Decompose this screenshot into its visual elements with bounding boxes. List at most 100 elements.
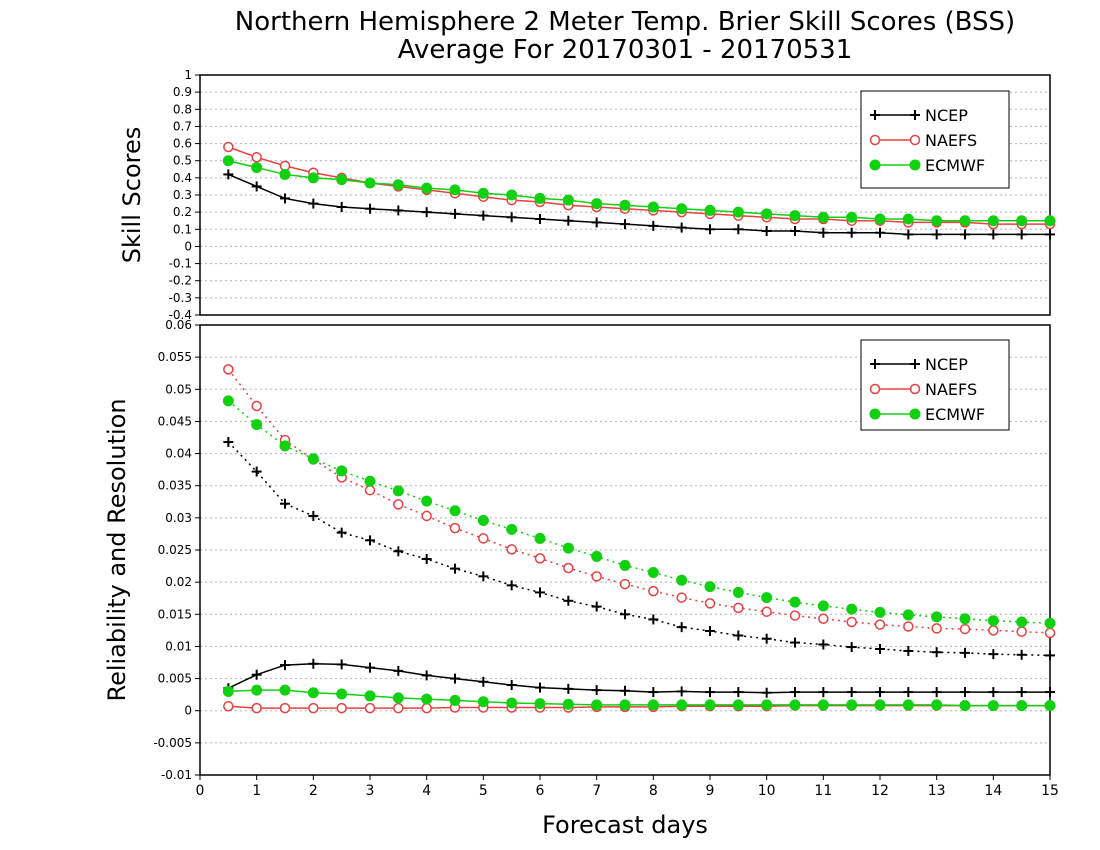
series-ncep-reliability-point [620,685,630,696]
series-naefs-resolution-point [449,522,461,534]
y-tick-label: 0.035 [158,479,192,493]
legend-marker [870,359,880,369]
series-ecmwf-resolution-point [959,613,971,625]
legend-label: NAEFS [925,131,977,150]
series-naefs-resolution [223,364,1056,639]
series-ncep-reliability-point [790,687,800,698]
series-ncep-resolution-point [705,626,715,636]
series-ecmwf-reliability-point [251,684,263,696]
series-ecmwf-reliability-point [336,688,348,700]
legend-marker [869,159,881,171]
series-naefs-resolution-point [1044,627,1056,639]
series-ecmwf-resolution-point [307,453,319,465]
y-tick-label: 0.01 [165,639,192,653]
series-ecmwf-reliability-point [534,698,546,710]
series-naefs-resolution-point [251,400,262,412]
series-ncep-point [450,208,460,219]
series-ecmwf-reliability-point [647,699,659,711]
series-ncep-reliability-point [336,659,347,670]
series-naefs-reliability-point [336,702,347,714]
series-ncep-reliability-point [903,687,914,698]
series-ncep-resolution-point [591,601,602,612]
legend: NCEP NAEFS ECMWF [860,90,1010,189]
legend-marker [909,134,921,146]
series-naefs-resolution-point [364,484,376,496]
series-naefs-resolution-point [704,598,716,609]
x-tick-label: 7 [592,783,601,799]
series-naefs-reliability-point [364,702,376,714]
series-ecmwf-resolution-point [987,615,999,627]
series-naefs-point [251,152,262,163]
x-tick-label: 12 [871,783,889,799]
x-tick-label: 6 [536,783,545,799]
series-ecmwf-reliability-point [562,698,574,710]
series-ncep-point [308,198,319,209]
y-tick-label: 0.02 [165,575,192,589]
series-ncep-point [563,215,574,226]
y-axis-label: Skill Scores [118,127,146,264]
series-ncep-reliability-point [421,670,432,681]
series-naefs-resolution-point [648,585,659,597]
series-ecmwf-resolution-point [562,542,574,554]
x-tick-label: 14 [984,783,1002,799]
series-naefs-point [223,141,234,153]
series-ecmwf-reliability-point [619,699,631,711]
series-ecmwf-resolution-line [227,400,1051,625]
series-ecmwf-resolution-point [846,603,858,615]
series-ecmwf-reliability-point [789,699,801,711]
series-ncep-resolution-point [790,637,800,648]
series-ncep-reliability-point [478,676,489,687]
series-ecmwf-reliability-point [732,699,744,711]
x-tick-label: 1 [252,783,261,799]
series-ecmwf-resolution-point [222,395,234,407]
series-ecmwf-reliability-point [1044,700,1056,712]
y-tick-label: 0.05 [165,382,192,396]
series-ncep-resolution-point [365,535,375,546]
legend-marker [910,110,920,120]
y-tick-label: 0.055 [158,350,192,364]
series-naefs-resolution-point [959,623,971,635]
series-ncep-point [761,226,772,236]
series-naefs-resolution-point [478,533,489,544]
series-ncep-resolution-point [563,595,574,606]
series-ncep-reliability-point [308,658,319,669]
series-naefs-reliability-point [393,702,404,714]
panel-2: -0.01 -0.005 0 0.005 0.01 0.015 0.02 0.025 0.03 0… [103,318,1059,799]
series-ncep-resolution [223,437,1055,661]
series-ecmwf-point [307,172,319,184]
series-ncep-resolution-point [733,630,744,641]
series-naefs-reliability-point [251,702,262,714]
series-naefs-reliability-point [308,702,319,714]
legend-marker [870,110,880,120]
series-ecmwf-resolution-point [534,532,546,544]
series-ncep-resolution-point [506,580,517,591]
series-naefs-resolution-point [534,553,546,564]
legend-item-naefs: NAEFS [869,131,977,150]
series-ncep-point [790,226,800,236]
series-naefs-reliability [223,700,1056,714]
series-ecmwf-point [364,177,376,189]
series-naefs-resolution-point [874,619,886,630]
legend-label: ECMWF [925,405,985,424]
series-ncep-point [903,229,914,240]
series-ecmwf-point [392,179,404,191]
series-ncep-reliability-point [988,687,999,698]
legend-label: NCEP [925,106,968,125]
series-ecmwf-point [902,213,914,225]
y-tick-label: 0 [184,239,192,253]
series-ncep-resolution-point [223,437,234,447]
series-naefs-reliability-line [228,704,1050,709]
series-ecmwf-point [279,168,291,180]
legend-label: NCEP [925,355,968,374]
series-ecmwf-point [562,194,574,206]
series-ncep-reliability-point [251,669,262,680]
series-naefs-resolution-point [818,613,829,625]
series-ncep-resolution-point [903,645,914,656]
series-ncep-reliability-point [648,687,659,698]
series-ncep-resolution-point [960,647,970,658]
series-ncep-point [506,212,517,223]
series-ncep-reliability-point [676,686,687,697]
series-ecmwf-resolution-point [392,485,404,497]
